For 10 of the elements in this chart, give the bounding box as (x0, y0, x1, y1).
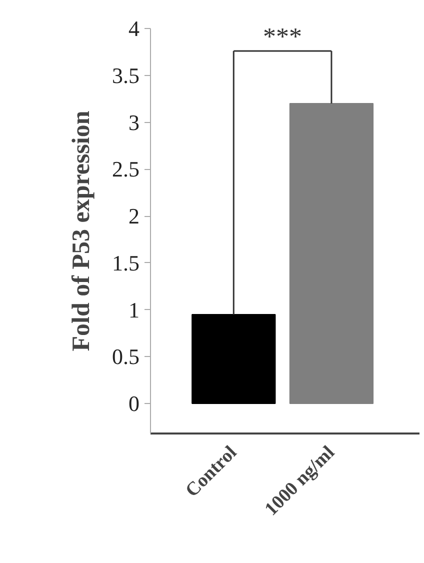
y-tick-label: 4 (128, 16, 140, 41)
y-tick-label: 2.5 (112, 156, 140, 182)
y-tick-label: 1.5 (112, 250, 140, 276)
y-tick-label: 3 (128, 110, 140, 135)
y-tick-label: 2 (128, 204, 140, 228)
y-tick-label: 0.5 (112, 344, 140, 370)
y-tick-label: 0 (128, 391, 140, 416)
y-tick-label: 3.5 (112, 62, 140, 88)
y-tick-label: 1 (128, 297, 140, 322)
y-axis-title: Fold of P53 expression (68, 110, 95, 352)
